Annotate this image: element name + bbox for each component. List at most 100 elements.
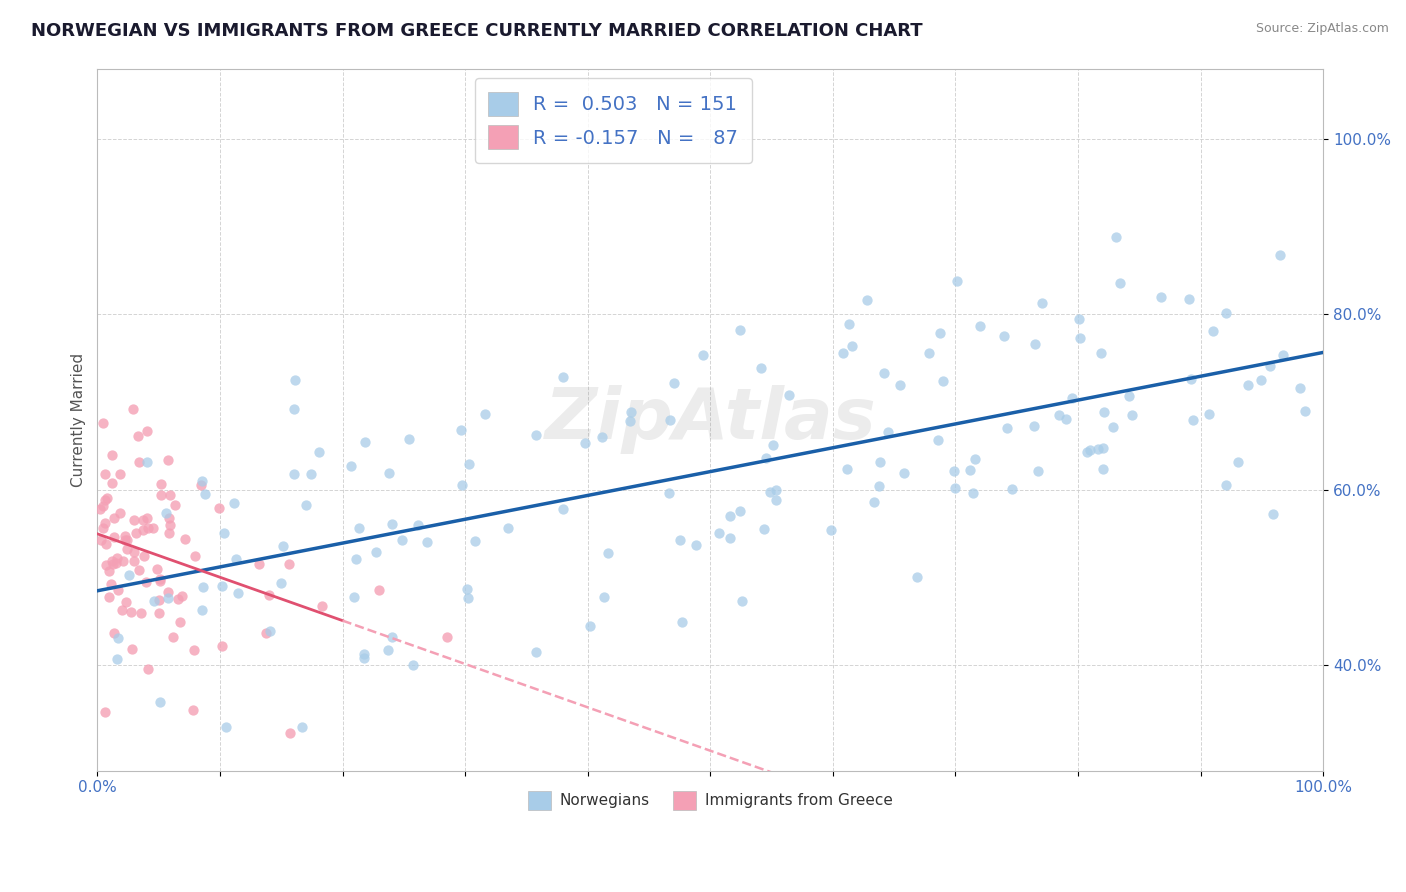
Point <box>1202 324 1225 338</box>
Point <box>149 574 172 589</box>
Point <box>1001 482 1024 496</box>
Point <box>156 452 179 467</box>
Point <box>707 526 730 541</box>
Point <box>837 461 859 475</box>
Point <box>211 639 233 653</box>
Point <box>271 539 294 553</box>
Point <box>368 582 391 597</box>
Point <box>191 580 214 594</box>
Point <box>671 615 693 629</box>
Point <box>391 533 413 548</box>
Point <box>353 647 375 661</box>
Point <box>122 402 145 417</box>
Point <box>669 533 692 547</box>
Point <box>496 521 519 535</box>
Point <box>1261 507 1284 521</box>
Point <box>105 556 128 570</box>
Point <box>169 615 191 629</box>
Point <box>1149 290 1171 304</box>
Point <box>1198 407 1220 421</box>
Point <box>101 554 124 568</box>
Point <box>280 726 302 740</box>
Point <box>226 586 249 600</box>
Point <box>208 501 231 516</box>
Point <box>89 501 111 516</box>
Point <box>574 436 596 450</box>
Point <box>136 510 159 524</box>
Point <box>873 367 896 381</box>
Point <box>728 504 751 518</box>
Point <box>127 428 149 442</box>
Point <box>311 599 333 613</box>
Point <box>90 533 112 547</box>
Point <box>1180 372 1202 386</box>
Point <box>1118 389 1140 403</box>
Point <box>283 467 305 482</box>
Point <box>107 583 129 598</box>
Point <box>107 631 129 645</box>
Point <box>94 558 117 572</box>
Point <box>364 545 387 559</box>
Point <box>344 552 367 566</box>
Point <box>1250 373 1272 387</box>
Point <box>762 438 785 452</box>
Point <box>752 522 775 536</box>
Point <box>157 591 180 605</box>
Point <box>259 624 281 638</box>
Point <box>450 423 472 437</box>
Point <box>136 521 159 535</box>
Point <box>551 502 574 516</box>
Point <box>148 572 170 586</box>
Point <box>142 594 165 608</box>
Point <box>765 492 787 507</box>
Point <box>190 478 212 492</box>
Point <box>94 467 117 482</box>
Point <box>132 513 155 527</box>
Point <box>832 346 855 360</box>
Point <box>212 525 235 540</box>
Point <box>166 592 188 607</box>
Point <box>1101 420 1123 434</box>
Point <box>162 630 184 644</box>
Point <box>184 549 207 563</box>
Point <box>103 511 125 525</box>
Point <box>758 485 780 500</box>
Point <box>718 508 741 523</box>
Point <box>1078 442 1101 457</box>
Point <box>1090 346 1112 360</box>
Point <box>436 630 458 644</box>
Point <box>893 466 915 480</box>
Point <box>1121 409 1143 423</box>
Point <box>91 499 114 513</box>
Point <box>856 293 879 308</box>
Point <box>156 585 179 599</box>
Point <box>381 516 404 531</box>
Point <box>191 602 214 616</box>
Point <box>620 404 643 418</box>
Point <box>1109 277 1132 291</box>
Legend: Norwegians, Immigrants from Greece: Norwegians, Immigrants from Greece <box>522 785 898 815</box>
Point <box>718 531 741 545</box>
Point <box>969 318 991 333</box>
Point <box>598 546 620 560</box>
Point <box>225 552 247 566</box>
Point <box>381 630 404 644</box>
Point <box>1182 413 1205 427</box>
Point <box>1026 464 1049 478</box>
Point <box>254 625 277 640</box>
Point <box>1178 292 1201 306</box>
Point <box>928 326 950 340</box>
Point <box>222 496 245 510</box>
Point <box>96 491 118 506</box>
Point <box>927 433 949 447</box>
Point <box>215 720 238 734</box>
Point <box>135 425 157 439</box>
Point <box>995 420 1018 434</box>
Point <box>120 606 142 620</box>
Point <box>863 495 886 509</box>
Point <box>1047 408 1070 422</box>
Text: ZipAtlas: ZipAtlas <box>544 385 876 454</box>
Point <box>117 568 139 582</box>
Point <box>125 526 148 541</box>
Point <box>94 536 117 550</box>
